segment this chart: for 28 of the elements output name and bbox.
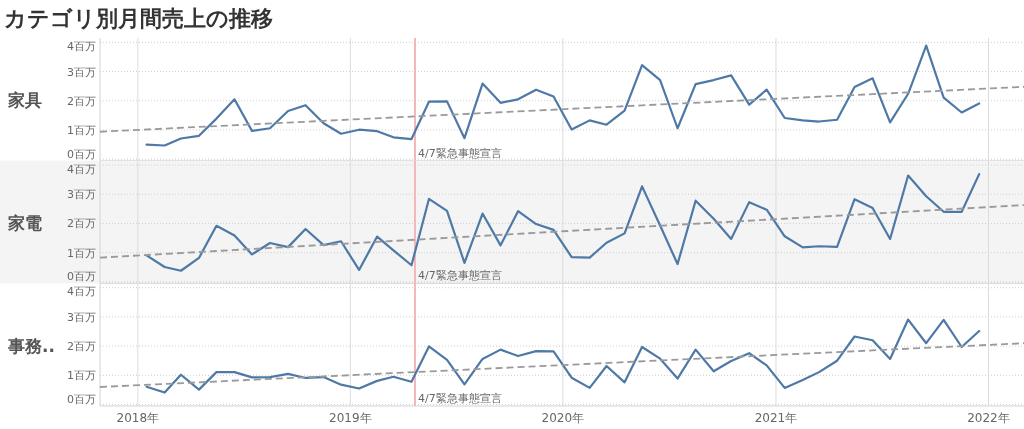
ref-line-label: 4/7緊急事態宣言 (417, 269, 502, 283)
y-tick-label: 2百万 (67, 94, 96, 108)
y-tick-label: 0百万 (67, 147, 96, 161)
y-tick-label: 3百万 (67, 65, 96, 79)
x-tick-label: 2022年 (967, 411, 1010, 425)
y-axis-title: 事務.. (7, 335, 55, 356)
y-tick-label: 3百万 (67, 310, 96, 324)
y-tick-label: 2百万 (67, 217, 96, 231)
x-tick-label: 2021年 (754, 411, 798, 425)
line-series (145, 173, 981, 272)
y-tick-label: 2百万 (67, 340, 96, 354)
y-tick-label: 0百万 (67, 270, 96, 284)
y-axis-title: 家具 (7, 90, 42, 111)
ref-line-label: 4/7緊急事態宣言 (417, 392, 502, 405)
ref-line-label: 4/7緊急事態宣言 (417, 146, 502, 160)
y-tick-label: 4百万 (67, 285, 96, 299)
y-tick-label: 4百万 (67, 162, 96, 176)
x-tick-label: 2019年 (329, 411, 372, 425)
y-tick-label: 1百万 (67, 369, 96, 383)
y-axis-title: 家電 (7, 213, 42, 233)
y-tick-label: 3百万 (67, 188, 96, 202)
x-tick-label: 2018年 (116, 411, 160, 425)
x-tick-label: 2020年 (541, 411, 585, 425)
y-tick-label: 0百万 (67, 393, 96, 406)
y-tick-label: 1百万 (67, 124, 96, 137)
y-tick-label: 4百万 (67, 40, 96, 53)
chart-title: カテゴリ別月間売上の推移 (4, 6, 273, 31)
y-tick-label: 1百万 (67, 246, 96, 260)
